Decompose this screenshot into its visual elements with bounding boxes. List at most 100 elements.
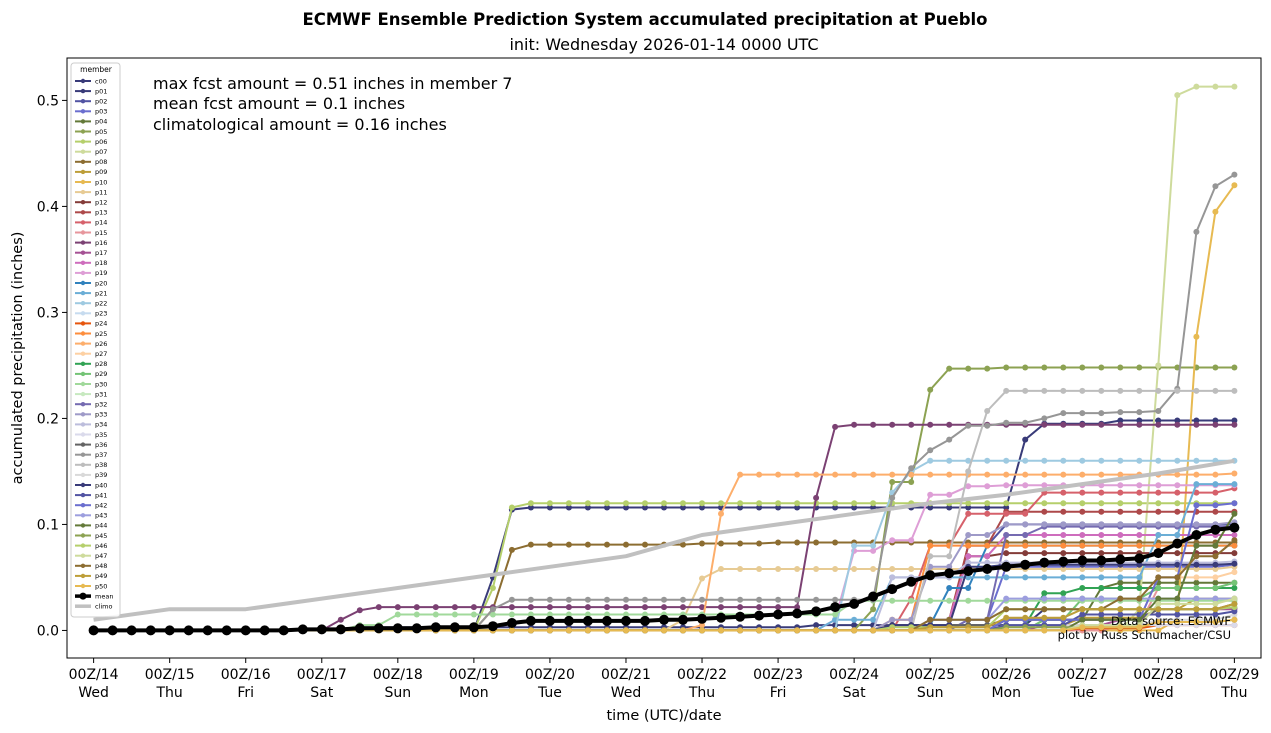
data-point [1022,595,1029,602]
legend-entry-p11: p11 [75,188,107,196]
legend-marker [80,442,86,447]
data-point [1193,579,1200,586]
data-point [965,542,972,549]
legend-label: p45 [95,532,107,540]
data-point [1155,508,1162,515]
data-point [965,597,972,604]
data-point [1212,600,1219,607]
y-axis-label: accumulated precipitation (inches) [10,232,26,485]
data-point [775,604,782,611]
data-point [432,611,439,618]
data-point [699,604,705,611]
data-point [394,604,401,611]
legend-entry-p18: p18 [75,259,107,267]
data-point [1174,606,1181,613]
data-point [813,566,820,572]
legend-entry-p47: p47 [75,552,107,560]
mean-point [925,570,936,581]
data-point [1136,532,1143,538]
mean-point [716,612,726,623]
mean-point [1210,524,1221,535]
mean-point [659,614,669,625]
x-tick-label-day: Tue [537,685,562,701]
mean-point [335,624,346,635]
data-point [1174,500,1181,507]
data-point [1041,627,1048,634]
data-point [565,504,572,511]
legend-label: p46 [95,542,107,550]
data-point [1003,595,1010,602]
data-point [1003,457,1010,464]
data-point [1098,387,1105,394]
data-point [1193,619,1200,625]
x-tick-label-time: 00Z/16 [221,667,271,683]
data-point [965,559,972,566]
data-point [604,596,610,603]
legend-marker [80,290,86,296]
data-point [1098,606,1105,613]
legend-label: p16 [95,239,107,247]
data-point [1212,387,1219,394]
data-point [1003,627,1010,634]
data-point [508,546,515,553]
legend-marker [80,412,86,417]
data-point [1117,532,1124,538]
legend-entry-climo: climo [75,603,113,611]
data-point [1231,595,1238,602]
data-point [527,604,534,611]
legend-entry-p40: p40 [75,481,107,489]
data-point [1041,606,1048,613]
data-point [1003,606,1010,613]
data-point [1003,574,1010,581]
data-point [565,596,572,603]
legend-entry-p13: p13 [75,209,107,217]
legend-label: p37 [95,451,107,459]
data-point [832,596,839,603]
data-point [1098,542,1105,549]
data-point [946,365,953,372]
data-point [642,604,648,611]
data-point [718,500,724,507]
data-source-text: Data source: ECMWF [1111,614,1231,628]
legend-marker [80,492,86,498]
data-point [1136,508,1143,515]
mean-point [811,606,822,617]
legend-entry-p21: p21 [75,289,107,297]
x-axis: 00Z/14 Wed 00Z/15 Thu 00Z/16 Fri 00Z/17 Sat 00Z/… [69,658,1259,701]
data-point [680,604,686,611]
legend-label: p27 [95,350,107,358]
data-point [1098,457,1105,464]
data-point [1022,606,1029,613]
data-point [1117,574,1124,581]
x-tick-label-day: Sun [385,685,412,701]
legend-marker [80,109,86,114]
data-point [1098,566,1105,572]
data-point [1117,585,1124,591]
data-point [1193,542,1200,549]
data-point [1231,470,1238,477]
data-point [1041,508,1048,515]
data-point [1022,542,1029,549]
data-point [908,421,915,428]
data-point [965,510,972,517]
data-point [756,540,763,547]
data-point [451,604,458,611]
data-point [1117,489,1124,496]
data-point [1003,387,1010,394]
data-point [1174,508,1181,515]
data-point [1022,614,1029,621]
plot-credit-text: plot by Russ Schumacher/CSU [1058,628,1231,642]
data-point [737,604,744,611]
data-point [1155,585,1162,591]
data-point [927,491,934,498]
data-point [1003,504,1010,511]
data-point [546,541,553,548]
legend-label: p19 [95,269,107,277]
data-point [1022,364,1029,371]
legend-entry-mean: mean [75,592,113,600]
data-point [1098,595,1105,602]
data-point [1193,421,1200,428]
data-point [1003,482,1010,489]
data-point [584,541,591,548]
